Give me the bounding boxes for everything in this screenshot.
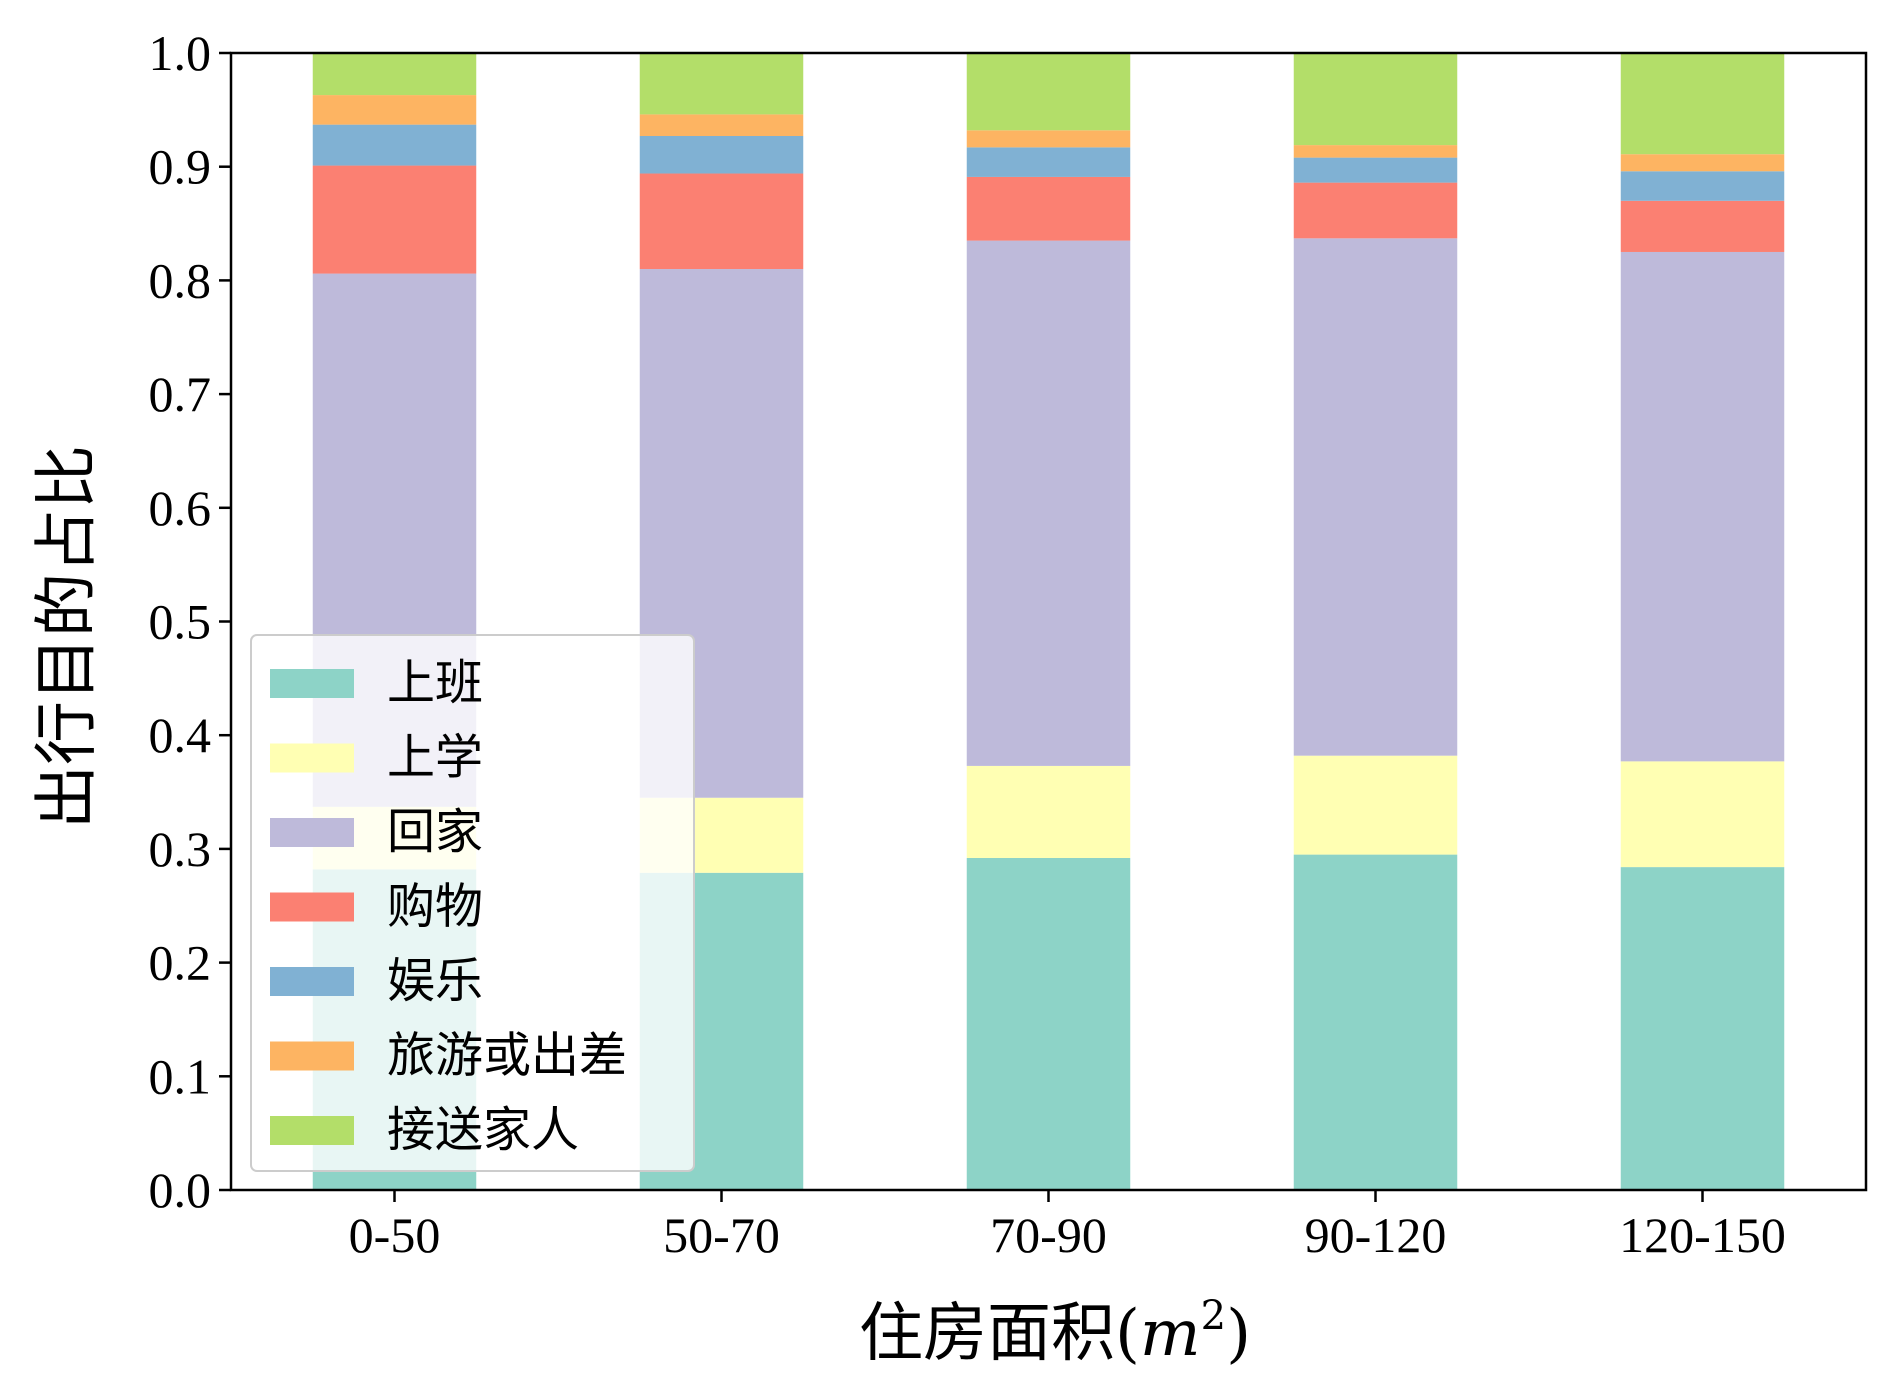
legend-swatch-0 (270, 669, 354, 698)
y-tick-label-3: 0.3 (149, 821, 212, 877)
bar-segment-120-150-series-4 (1621, 171, 1785, 201)
legend-swatch-2 (270, 818, 354, 847)
bar-segment-120-150-series-6 (1621, 53, 1785, 154)
bar-segment-0-50-series-6 (313, 53, 477, 95)
bar-segment-70-90-series-0 (967, 858, 1131, 1190)
y-tick-label-5: 0.5 (149, 594, 212, 650)
bar-segment-0-50-series-5 (313, 95, 477, 125)
x-axis-title-main: 住房面积 (859, 1297, 1115, 1371)
bar-segment-90-120-series-0 (1294, 855, 1458, 1190)
bar-segment-50-70-series-6 (640, 53, 804, 114)
legend-label-0: 上班 (387, 655, 483, 711)
x-axis-title-exponent: 2 (1201, 1293, 1226, 1339)
y-tick-label-10: 1.0 (149, 25, 212, 81)
bar-segment-70-90-series-4 (967, 147, 1131, 177)
legend-label-1: 上学 (387, 730, 483, 786)
bar-segment-90-120-series-6 (1294, 53, 1458, 145)
legend-label-6: 接送家人 (387, 1102, 579, 1158)
bar-segment-0-50-series-4 (313, 125, 477, 166)
legend-swatch-3 (270, 893, 354, 922)
x-tick-label-0: 0-50 (349, 1207, 441, 1263)
y-tick-label-6: 0.6 (149, 480, 212, 536)
bar-segment-90-120-series-2 (1294, 238, 1458, 755)
bar-segment-70-90-series-1 (967, 766, 1131, 858)
y-tick-label-9: 0.9 (149, 139, 212, 195)
legend-swatch-5 (270, 1042, 354, 1071)
x-axis-title-unit: m (1140, 1297, 1201, 1371)
x-tick-label-1: 50-70 (663, 1207, 780, 1263)
legend-label-5: 旅游或出差 (387, 1028, 627, 1084)
bar-segment-120-150-series-5 (1621, 154, 1785, 171)
y-axis-title: 出行目的占比 (31, 445, 105, 829)
bar-segment-120-150-series-2 (1621, 252, 1785, 761)
y-tick-label-7: 0.7 (149, 366, 212, 422)
bar-segment-120-150-series-3 (1621, 201, 1785, 252)
legend-swatch-4 (270, 967, 354, 996)
bar-segment-70-90-series-2 (967, 241, 1131, 766)
bar-segment-50-70-series-3 (640, 174, 804, 270)
x-tick-label-2: 70-90 (990, 1207, 1107, 1263)
bar-segment-90-120-series-1 (1294, 756, 1458, 855)
bar-segment-120-150-series-0 (1621, 867, 1785, 1190)
y-tick-label-1: 0.1 (149, 1048, 212, 1104)
bar-segment-0-50-series-3 (313, 166, 477, 274)
bar-segment-70-90-series-6 (967, 53, 1131, 130)
y-tick-label-4: 0.4 (149, 707, 212, 763)
bar-segment-90-120-series-4 (1294, 158, 1458, 183)
y-tick-label-2: 0.2 (149, 935, 212, 991)
x-axis-title-close-paren: ) (1226, 1297, 1251, 1371)
bar-segment-70-90-series-3 (967, 177, 1131, 241)
x-tick-label-3: 90-120 (1305, 1207, 1447, 1263)
x-axis-title-open-paren: ( (1115, 1297, 1140, 1371)
bar-segment-70-90-series-5 (967, 130, 1131, 147)
y-tick-label-0: 0.0 (149, 1162, 212, 1218)
legend-swatch-1 (270, 744, 354, 773)
bar-segment-90-120-series-5 (1294, 145, 1458, 158)
legend-swatch-6 (270, 1116, 354, 1145)
legend-label-4: 娱乐 (387, 953, 483, 1009)
bar-segment-50-70-series-4 (640, 136, 804, 174)
bar-segment-50-70-series-5 (640, 114, 804, 136)
x-tick-label-4: 120-150 (1619, 1207, 1786, 1263)
y-tick-label-8: 0.8 (149, 252, 212, 308)
bar-segment-120-150-series-1 (1621, 761, 1785, 867)
x-axis-title: 住房面积(m2) (859, 1293, 1251, 1371)
legend-label-2: 回家 (387, 804, 483, 860)
legend-label-3: 购物 (387, 879, 483, 935)
bar-segment-90-120-series-3 (1294, 183, 1458, 239)
